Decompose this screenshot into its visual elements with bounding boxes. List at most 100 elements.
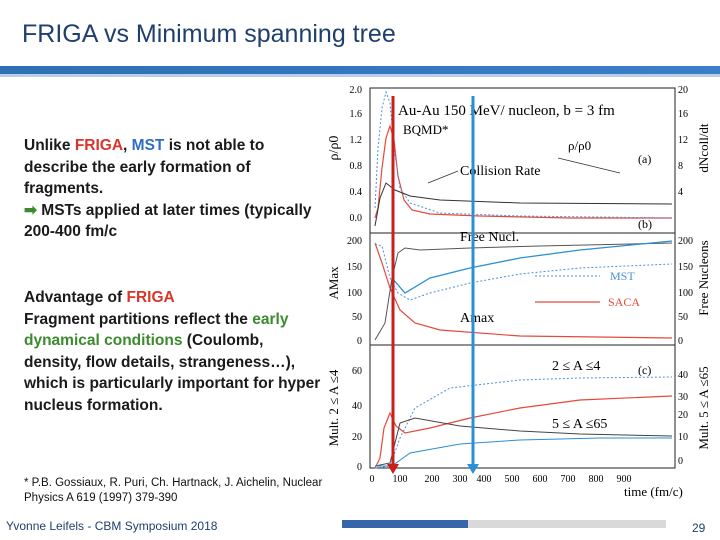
collision-rate-annotation: Collision Rate xyxy=(460,164,541,179)
tick-c-l-2: 20 xyxy=(352,432,362,443)
tick-a-l-2: 1.2 xyxy=(350,135,363,146)
friga-marker-arrowhead xyxy=(387,464,399,474)
x-tick-1: 100 xyxy=(393,474,408,485)
x-tick-7: 700 xyxy=(561,474,576,485)
tick-c-r-1: 30 xyxy=(678,392,688,403)
para2-text-1: Fragment partitions reflect the xyxy=(24,310,253,328)
tick-c-l-3: 0 xyxy=(357,462,362,473)
panel-c-right-axis: Mult. 5 ≤ A ≤65 xyxy=(696,366,711,449)
tick-c-r-3: 10 xyxy=(678,432,688,443)
panel-b-right-axis: Free Nucleons xyxy=(696,240,711,315)
tick-b-r-1: 150 xyxy=(678,262,693,273)
tick-a-l-5: 0.0 xyxy=(350,213,363,224)
tick-a-r-2: 12 xyxy=(678,135,688,146)
tick-c-l-1: 40 xyxy=(352,401,362,412)
tick-b-l-0: 200 xyxy=(347,236,362,247)
tick-a-r-3: 8 xyxy=(678,161,683,172)
para1-friga: FRIGA xyxy=(74,137,124,154)
free-nucleons-curve xyxy=(391,240,673,294)
free-nucl-annotation: Free Nucl. xyxy=(460,230,519,245)
range-2-4: 2 ≤ A ≤4 xyxy=(552,359,600,374)
collision-rate-curve xyxy=(374,182,673,227)
x-axis-ticks: 0 100 200 300 400 500 600 700 800 900 xyxy=(370,474,632,485)
heavy-fragments-blue xyxy=(375,437,672,467)
paragraph-mst-limitation: Unlike FRIGA, MST is not able to describ… xyxy=(24,135,324,243)
tick-b-l-4: 0 xyxy=(357,336,362,347)
friga-mst-figure: Au-Au 150 MeV/ nucleon, b = 3 fm BQMD* 2… xyxy=(326,85,711,499)
x-tick-2: 200 xyxy=(425,474,440,485)
tick-b-l-1: 150 xyxy=(347,262,362,273)
mst-curve-blue xyxy=(374,243,673,301)
tick-c-r-0: 40 xyxy=(678,370,688,381)
tick-c-l-0: 60 xyxy=(352,366,362,377)
right-arrow-icon: ➡ xyxy=(24,201,37,219)
para1-text-2: , xyxy=(123,137,132,154)
para1-text-4: MSTs applied at later times (typically 2… xyxy=(24,201,312,241)
tick-a-l-0: 2.0 xyxy=(350,85,363,96)
mst-marker-arrowhead xyxy=(467,464,479,474)
collision-arrow-line xyxy=(427,170,459,184)
light-fragments-red xyxy=(374,395,673,469)
amax-curve xyxy=(374,242,673,341)
para2-heading-friga: FRIGA xyxy=(126,289,175,306)
slide-title: FRIGA vs Minimum spanning tree xyxy=(22,20,396,48)
para2-early-conditions: early dynamical conditions xyxy=(24,310,289,350)
tick-a-l-4: 0.4 xyxy=(350,187,363,198)
x-tick-9: 900 xyxy=(617,474,632,485)
footer-bar-light xyxy=(468,520,666,528)
para1-mst: MST xyxy=(131,137,165,154)
tick-a-l-3: 0.8 xyxy=(350,161,363,172)
x-tick-6: 600 xyxy=(533,474,548,485)
panel-a-left-axis: ρ/ρ0 xyxy=(327,136,342,161)
heavy-fragments-black xyxy=(374,417,673,467)
tick-a-l-1: 1.6 xyxy=(350,109,363,120)
panel-c-left-axis: Mult. 2 ≤ A ≤4 xyxy=(326,369,341,446)
panel-a-right-axis: dNcoll/dt xyxy=(696,123,711,172)
tick-b-l-3: 50 xyxy=(352,312,362,323)
panel-a-label: (a) xyxy=(638,152,651,166)
tick-b-r-0: 200 xyxy=(678,236,693,247)
panel-c xyxy=(369,344,676,469)
footer-bar-blue xyxy=(342,520,468,528)
x-tick-4: 400 xyxy=(477,474,492,485)
tick-a-r-1: 16 xyxy=(678,109,688,120)
x-tick-5: 500 xyxy=(505,474,520,485)
panel-a-right-ticks: 20 16 12 8 4 xyxy=(678,85,688,198)
tick-a-r-4: 4 xyxy=(678,187,683,198)
panel-b-left-axis: AMax xyxy=(326,266,341,300)
bqmd-label: BQMD* xyxy=(403,122,449,137)
tick-b-l-2: 100 xyxy=(347,288,362,299)
footer-author: Yvonne Leifels - CBM Symposium 2018 xyxy=(6,519,218,533)
panel-c-right-ticks: 40 30 20 10 0 xyxy=(678,370,688,467)
legend-saca: SACA xyxy=(608,295,640,309)
title-underline-bar xyxy=(0,66,720,74)
panel-c-left-ticks: 60 40 20 0 xyxy=(352,366,362,473)
tick-a-r-0: 20 xyxy=(678,85,688,96)
tick-c-r-4: 0 xyxy=(678,456,683,467)
para2-heading: Advantage of xyxy=(24,289,127,306)
light-fragments-blue xyxy=(374,376,673,469)
rho-arrow-line xyxy=(557,157,621,174)
panel-b-left-ticks: 200 150 100 50 0 xyxy=(347,236,362,347)
tick-c-r-2: 20 xyxy=(678,410,688,421)
panel-b-label: (b) xyxy=(638,217,652,231)
range-5-65: 5 ≤ A ≤65 xyxy=(552,417,607,432)
saca-curve-red xyxy=(374,242,673,339)
page-number: 29 xyxy=(692,521,706,535)
figure-header: Au-Au 150 MeV/ nucleon, b = 3 fm xyxy=(398,103,615,119)
tick-b-r-2: 100 xyxy=(678,288,693,299)
x-axis-label: time (fm/c) xyxy=(624,484,683,499)
panel-a-left-ticks: 2.0 1.6 1.2 0.8 0.4 0.0 xyxy=(350,85,363,224)
tick-b-r-4: 0 xyxy=(678,336,683,347)
para2-text-2: (Coulomb, density, flow details, strange… xyxy=(24,332,321,414)
para1-text-1: Unlike xyxy=(24,137,75,154)
tick-b-r-3: 50 xyxy=(678,312,688,323)
amax-annotation: Amax xyxy=(460,311,494,326)
reference-citation: * P.B. Gossiaux, R. Puri, Ch. Hartnack, … xyxy=(24,477,323,504)
panel-c-label: (c) xyxy=(638,363,651,377)
legend-mst: MST xyxy=(610,269,635,283)
x-tick-0: 0 xyxy=(370,474,375,485)
x-tick-3: 300 xyxy=(453,474,468,485)
title-underline-light xyxy=(0,74,720,77)
x-tick-8: 800 xyxy=(589,474,604,485)
